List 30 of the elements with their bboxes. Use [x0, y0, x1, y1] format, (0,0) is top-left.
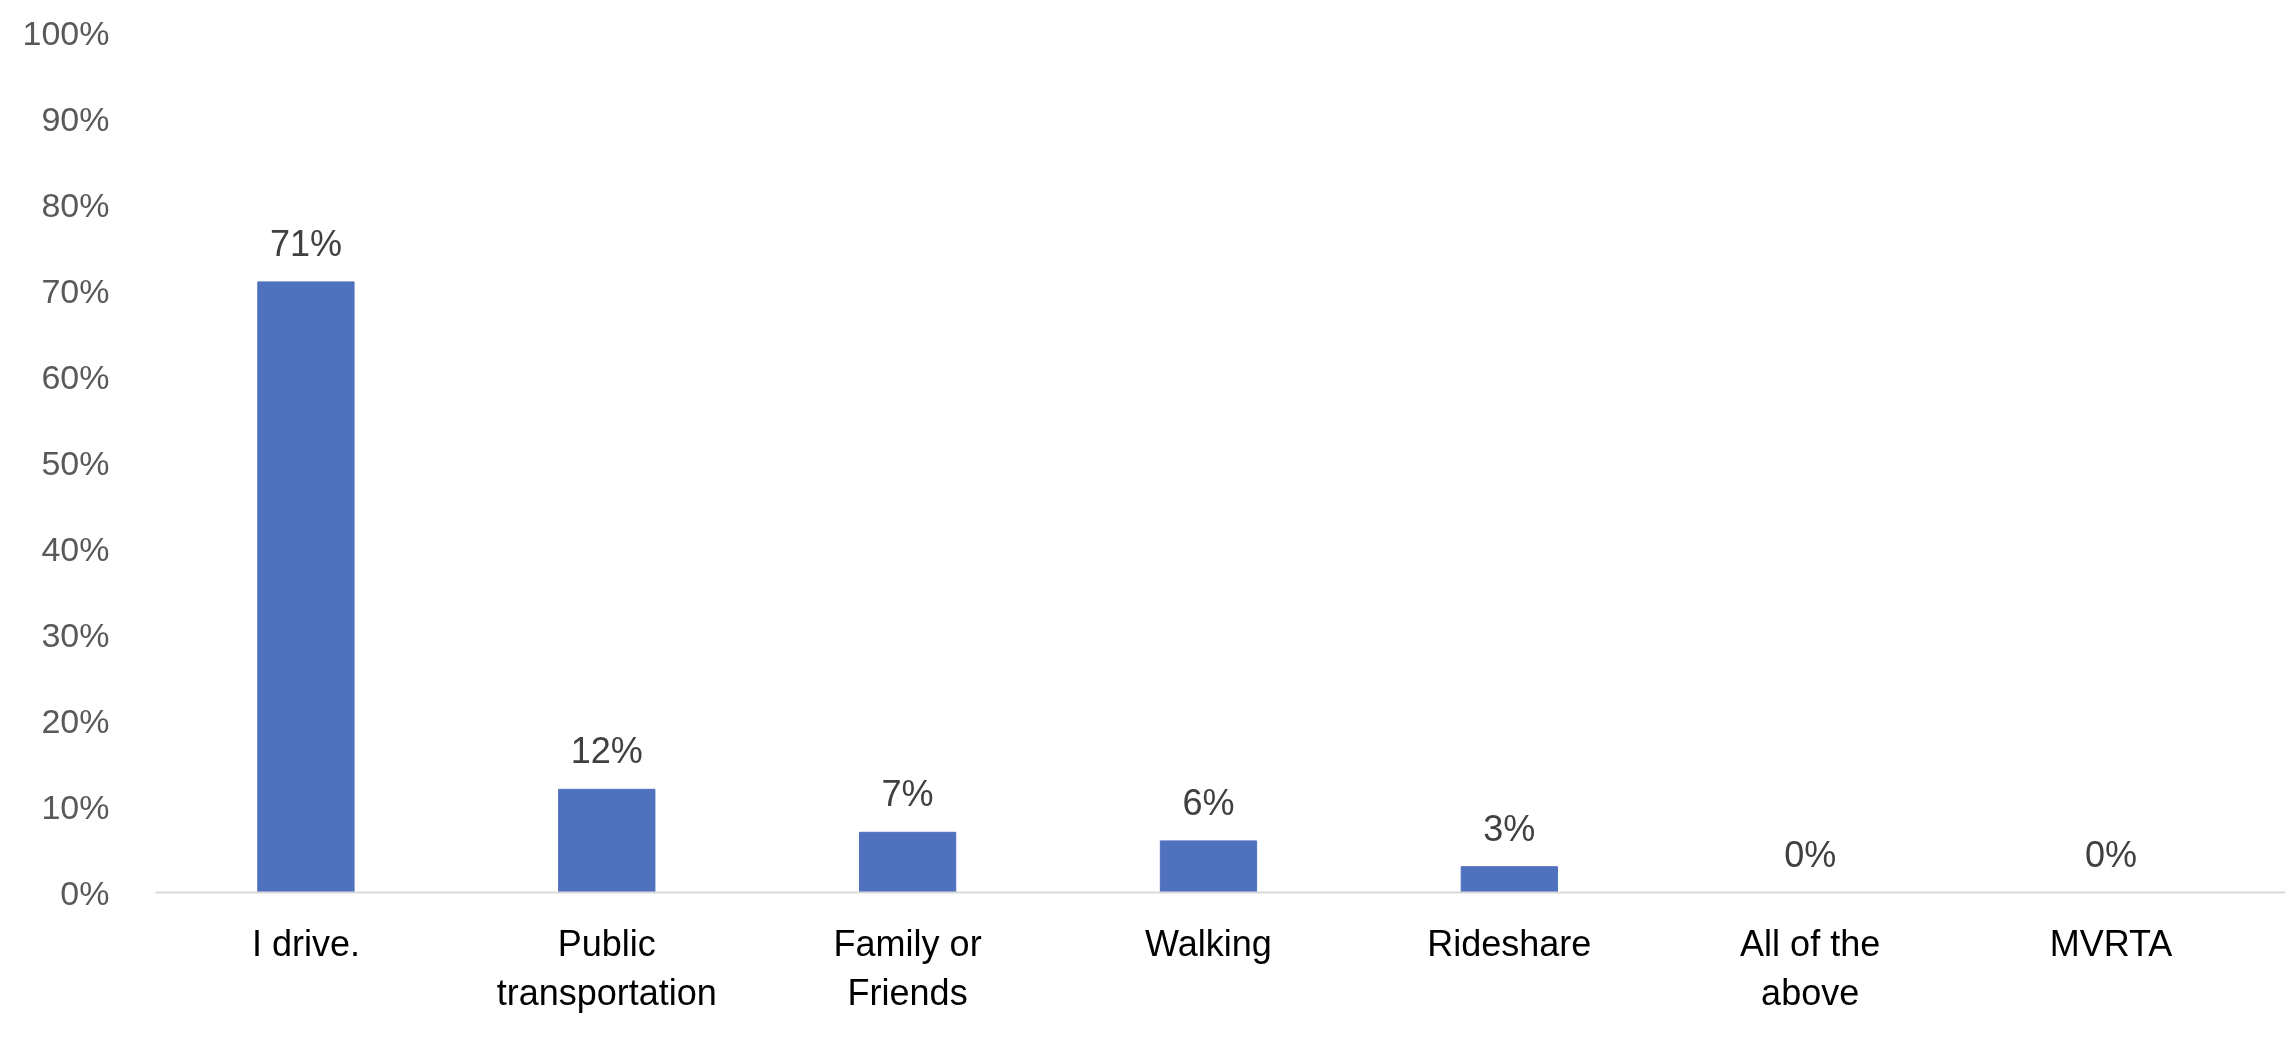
x-tick-label: Family or Friends: [833, 922, 982, 1013]
data-label: 3%: [1483, 807, 1536, 849]
bar: [558, 788, 656, 893]
bar: [1159, 840, 1258, 893]
x-tick-label: I drive.: [251, 922, 360, 964]
bar: [858, 831, 957, 893]
y-tick-label: 20%: [41, 701, 110, 740]
data-label: 12%: [570, 730, 643, 772]
x-tick-label: MVRTA: [2049, 922, 2173, 964]
y-tick-label: 30%: [41, 615, 110, 654]
bar: [1460, 866, 1558, 893]
y-tick-label: 0%: [60, 873, 110, 912]
bar: [257, 281, 355, 893]
data-label: 0%: [2084, 833, 2138, 875]
data-label: 6%: [1182, 781, 1235, 823]
x-tick-label: All of the above: [1740, 922, 1881, 1013]
y-tick-label: 70%: [41, 271, 110, 310]
y-tick-label: 60%: [41, 357, 110, 396]
y-tick-label: 80%: [41, 185, 110, 224]
x-tick-label: Walking: [1145, 922, 1272, 964]
y-tick-label: 50%: [41, 443, 110, 482]
y-tick-label: 100%: [22, 13, 110, 52]
y-tick-label: 10%: [41, 787, 110, 826]
x-tick-label: Rideshare: [1427, 922, 1592, 964]
y-tick-label: 90%: [41, 99, 110, 138]
y-tick-label: 40%: [41, 529, 110, 568]
x-tick-label: Public transportation: [496, 922, 717, 1013]
data-label: 0%: [1784, 833, 1837, 875]
data-label: 7%: [881, 773, 934, 815]
data-label: 71%: [269, 222, 342, 264]
